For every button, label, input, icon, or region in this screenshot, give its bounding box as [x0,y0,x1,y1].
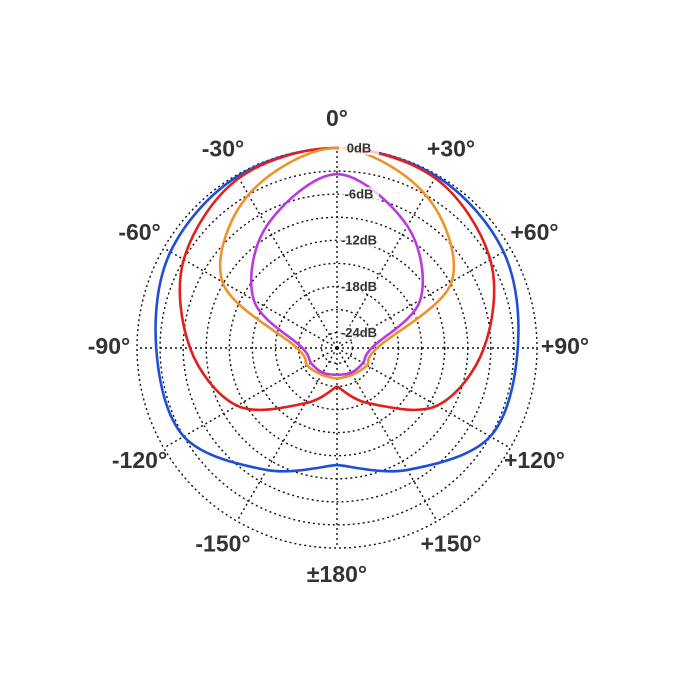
db-label-bg [339,279,379,294]
angle-label: +30° [427,136,475,162]
r-tick-label: -6dB [345,187,374,202]
angle-label: -60° [118,219,160,245]
db-label-bg [339,233,379,248]
r-tick-label: -12dB [341,233,377,248]
grid-ring [182,193,492,503]
grid-spoke [336,347,511,449]
db-label-bg [339,141,379,155]
r-tick-label: -24dB [341,325,377,340]
angle-label: +60° [510,219,558,245]
angle-label: +120° [504,447,565,473]
angle-label: -150° [195,531,250,557]
grid-spoke [336,174,438,349]
pattern-line [250,172,424,377]
angle-label: +150° [420,531,481,557]
grid-spoke [336,347,438,522]
grid-spoke [236,347,338,522]
angle-label: -90° [88,333,130,359]
db-label-bg [339,325,379,340]
pattern-line [218,146,456,381]
angle-label: ±180° [307,561,367,587]
grid-spoke [236,174,338,349]
angle-label: -120° [112,447,167,473]
angle-label: -30° [202,136,244,162]
grid-ring [251,262,423,434]
grid-spoke [336,247,511,349]
grid-spoke [163,347,338,449]
angle-label: +90° [541,333,589,359]
angle-label: 0° [326,105,348,131]
r-tick-label: 0dB [347,140,372,155]
r-tick-label: -18dB [341,279,377,294]
grid-ring [136,147,538,549]
grid-ring [228,239,446,457]
db-label-bg [339,187,379,202]
grid-spoke [163,247,338,349]
